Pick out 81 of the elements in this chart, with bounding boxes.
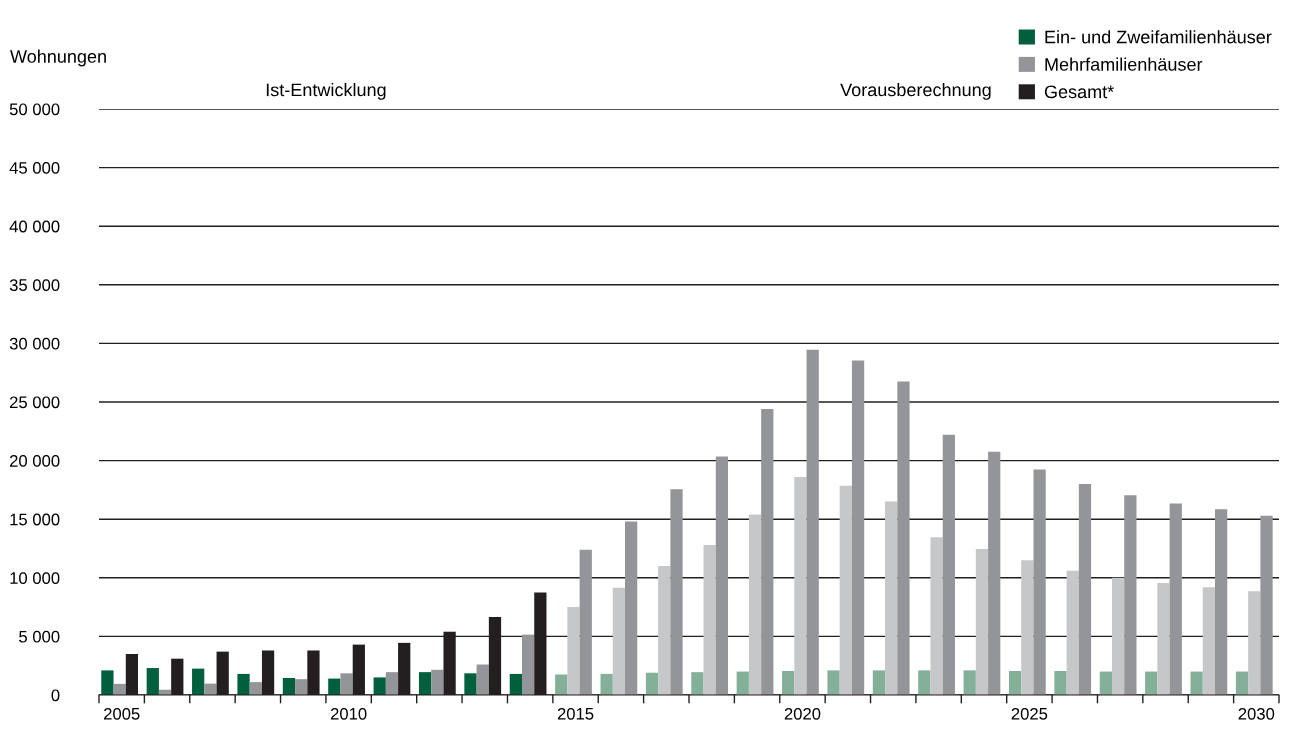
bar: [703, 544, 716, 695]
text: Ist-Entwicklung: [266, 83, 386, 100]
bar: [1248, 591, 1261, 695]
bar: [851, 360, 865, 695]
y-tick-label: 45 000: [9, 162, 60, 174]
bar: [963, 670, 976, 695]
bar: [1124, 495, 1137, 695]
bar: [761, 409, 774, 695]
x-tick-label: 2010: [330, 707, 367, 720]
bar: [839, 485, 852, 695]
legend-label: Mehrfamilienhäuser: [1045, 57, 1203, 71]
bar: [1099, 671, 1112, 695]
bar: [1235, 671, 1249, 695]
bar: [885, 501, 898, 695]
bar: [872, 670, 886, 695]
bar: [975, 549, 989, 695]
y-tick-label: 30 000: [9, 337, 60, 350]
bar: [930, 537, 943, 695]
bar: [897, 381, 910, 695]
y-tick-label: 25 000: [9, 396, 60, 409]
bar: [1202, 587, 1216, 695]
bar: [418, 672, 432, 695]
y-axis-title: Wohnungen: [10, 49, 106, 67]
x-tick-label: 2025: [1011, 707, 1048, 720]
legend-label: Gesamt*: [1044, 85, 1114, 99]
bar: [567, 607, 580, 695]
y-tick-label: 5 000: [19, 630, 60, 643]
bar: [625, 521, 638, 695]
bar: [748, 514, 762, 695]
y-tick-label: 20 000: [9, 455, 60, 467]
x-tick-label: 2015: [557, 707, 594, 720]
legend-label: Ein- und Zweifamilienhäuser: [1045, 30, 1272, 44]
bar: [806, 349, 819, 695]
bar: [373, 677, 386, 695]
bar: [794, 477, 807, 695]
y-tick-label: 15 000: [10, 513, 60, 526]
bar: [1066, 570, 1079, 695]
bar: [782, 670, 795, 695]
bar: [691, 672, 704, 695]
bar: [1260, 515, 1273, 695]
bar: [1145, 671, 1158, 695]
bar: [658, 566, 671, 695]
bar: [237, 673, 250, 695]
bar: [1190, 671, 1203, 695]
bar: [942, 434, 955, 695]
bar: [555, 674, 568, 695]
y-tick-label: 50 000: [9, 103, 60, 116]
bar: [282, 678, 296, 695]
x-tick-label: 2030: [1238, 707, 1275, 720]
x-tick-label: 2005: [103, 707, 140, 720]
bar: [1021, 560, 1034, 695]
bar: [579, 549, 592, 695]
bar: [1054, 670, 1067, 695]
y-tick-label: 0: [51, 689, 60, 702]
x-tick-label: 2020: [784, 707, 821, 720]
bar: [918, 670, 931, 695]
bar: [827, 670, 840, 695]
bar: [101, 670, 114, 695]
bar: [988, 451, 1001, 695]
bar: [715, 456, 729, 695]
bar: [645, 672, 659, 695]
bar: [509, 673, 522, 695]
bar: [192, 668, 205, 695]
bar: [1078, 484, 1092, 695]
text: Vorausberechnung: [840, 83, 991, 100]
bar: [464, 673, 477, 695]
y-tick-label: 40 000: [9, 220, 60, 233]
bar: [1111, 577, 1125, 695]
bar: [670, 489, 683, 695]
y-tick-label: 10 000: [10, 572, 60, 584]
bar: [1215, 509, 1228, 695]
bar: [600, 673, 613, 695]
bar: [328, 678, 341, 695]
y-tick-label: 35 000: [9, 279, 60, 291]
bar: [146, 668, 159, 695]
bar: [612, 587, 626, 695]
bar: [1008, 670, 1022, 695]
bar: [1157, 583, 1170, 695]
bar: [736, 671, 749, 695]
bar: [1169, 503, 1182, 695]
bar: [1033, 469, 1046, 695]
